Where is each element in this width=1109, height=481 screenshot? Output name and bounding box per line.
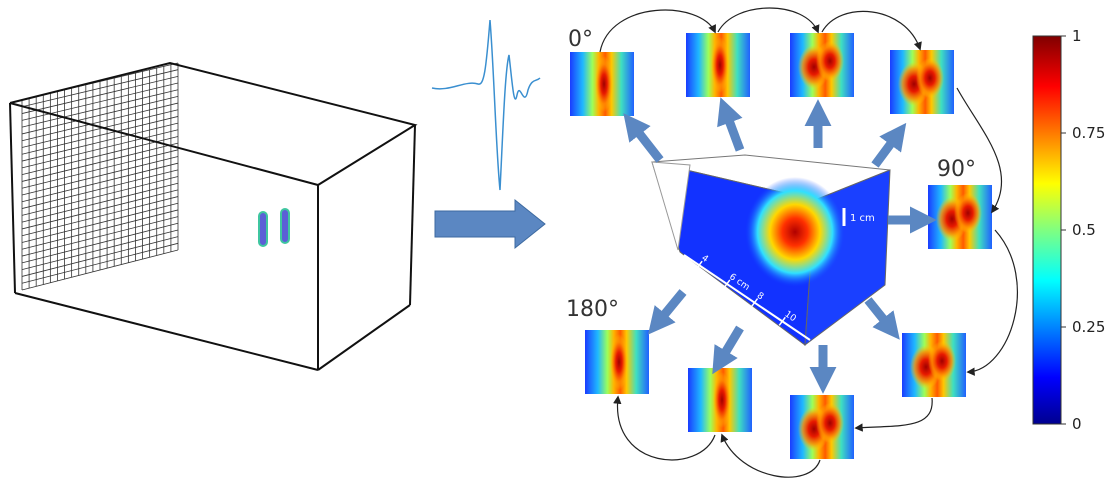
view-arrow xyxy=(722,328,740,358)
hotspot xyxy=(816,403,844,443)
hotspot xyxy=(595,56,613,112)
process-arrow xyxy=(435,200,545,248)
hotspot xyxy=(711,37,729,93)
view-arrow xyxy=(727,115,740,150)
hotspot xyxy=(928,341,956,381)
hotspot xyxy=(713,372,731,428)
electrode xyxy=(259,212,267,246)
hotspot xyxy=(610,334,628,390)
colorbar-label: 1 xyxy=(1072,27,1082,45)
waveform xyxy=(432,20,540,190)
height-scale: 1 cm xyxy=(850,213,875,224)
hotspot xyxy=(816,41,844,81)
hotspot xyxy=(916,58,944,98)
electrode xyxy=(281,209,289,243)
volume-render xyxy=(652,155,890,345)
view-arrow xyxy=(875,138,895,165)
angle-label: 180° xyxy=(566,297,619,322)
view-arrow xyxy=(660,292,683,320)
colorbar-label: 0 xyxy=(1072,415,1082,433)
angle-label: 0° xyxy=(568,27,593,52)
colorbar-label: 0.25 xyxy=(1072,318,1105,336)
colorbar xyxy=(1033,36,1061,424)
colorbar-label: 0.5 xyxy=(1072,221,1096,239)
detector-grid xyxy=(22,63,178,290)
view-arrow xyxy=(635,128,660,160)
view-arrow xyxy=(868,300,888,325)
colorbar-label: 0.75 xyxy=(1072,124,1105,142)
angle-label: 90° xyxy=(937,157,976,182)
figure: 1 cm 46 cm810 0° 90° 180° 10.750.50.250 xyxy=(0,0,1109,481)
hotspot xyxy=(954,193,982,233)
